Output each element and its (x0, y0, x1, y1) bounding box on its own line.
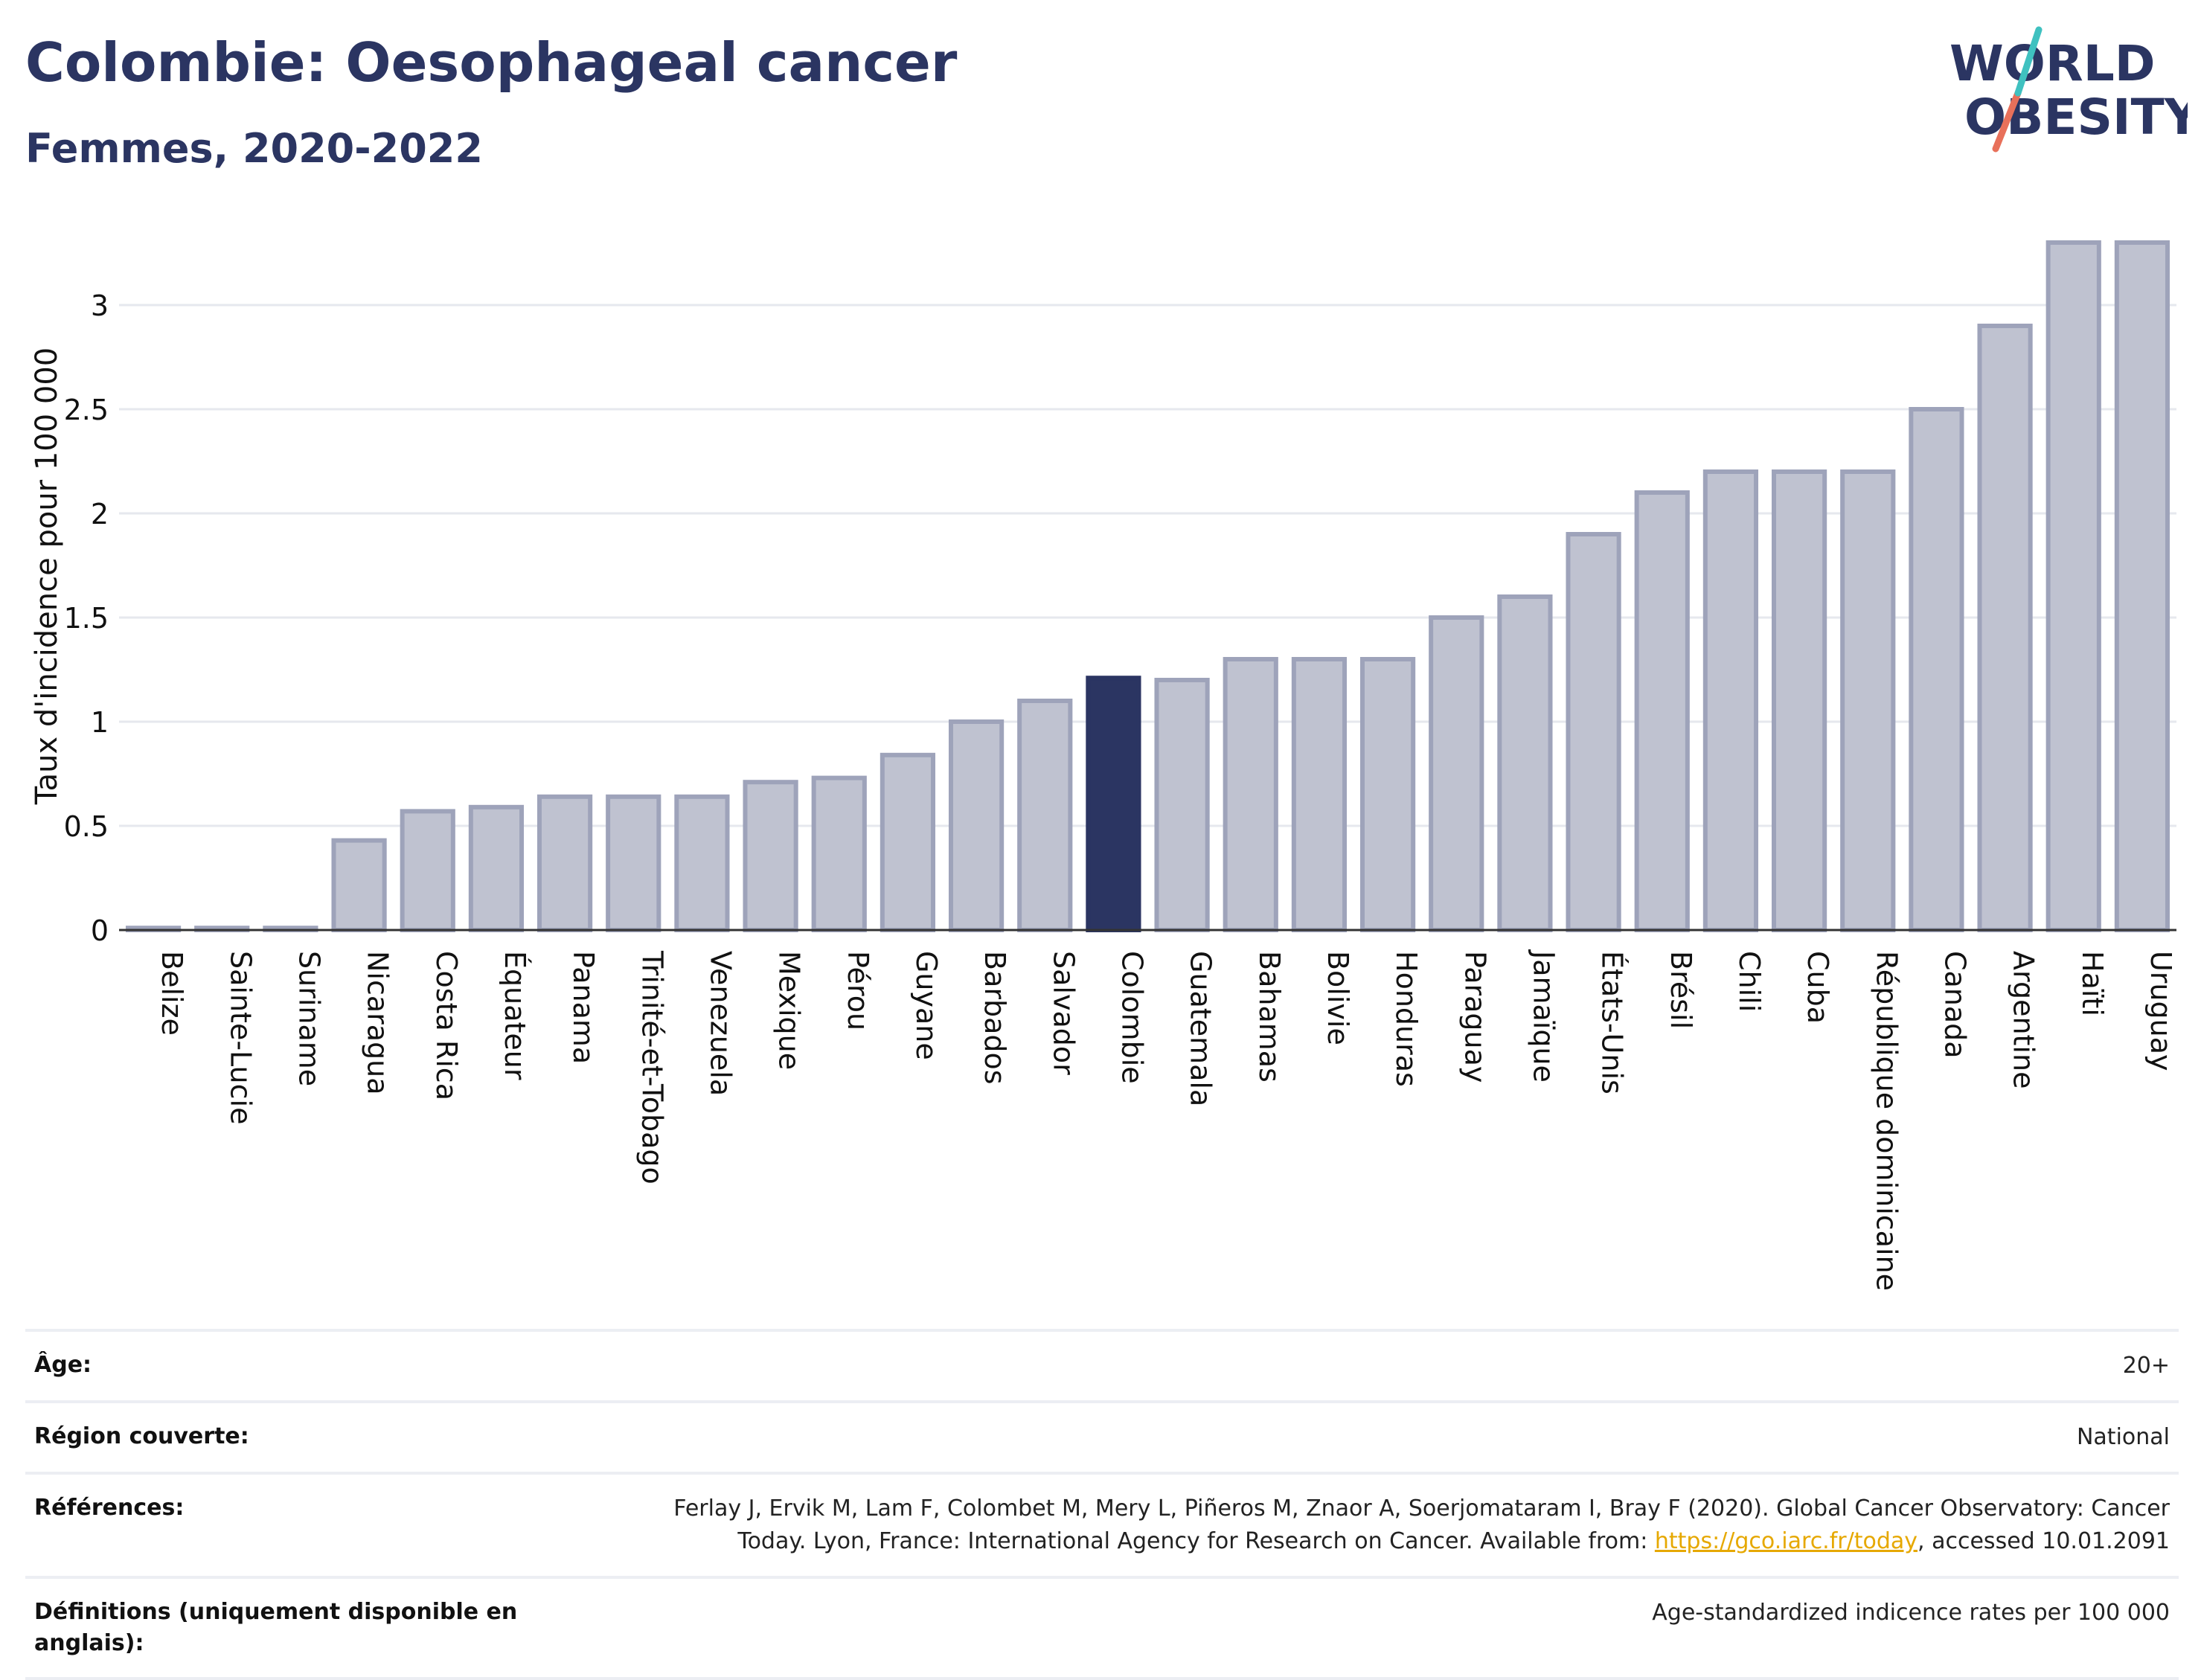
age-label: Âge: (34, 1352, 92, 1378)
info-row-references: Références: Ferlay J, Ervik M, Lam F, Co… (25, 1472, 2179, 1576)
age-value: 20+ (2122, 1353, 2170, 1379)
bar-Argentine[interactable] (1977, 324, 2033, 932)
y-tick-label: 1 (91, 706, 109, 739)
chart-title: Colombie: Oesophageal cancer (25, 31, 958, 94)
x-tick-label: Panama (567, 951, 600, 1064)
bar-Panama[interactable] (536, 794, 593, 933)
definitions-value: Age-standardized indicence rates per 100… (1652, 1600, 2170, 1626)
references-link[interactable]: https://gco.iarc.fr/today (1654, 1528, 1918, 1554)
bar-Brésil[interactable] (1634, 490, 1690, 932)
x-tick-label: Suriname (292, 951, 325, 1086)
y-tick-label: 0.5 (64, 810, 109, 843)
bar-Venezuela[interactable] (674, 794, 730, 933)
bar-Nicaragua[interactable] (331, 838, 387, 932)
bar-Mexique[interactable] (743, 780, 798, 932)
bar-Paraguay[interactable] (1429, 615, 1484, 932)
bar-Uruguay[interactable] (2114, 240, 2170, 932)
world-obesity-logo: WORLD OBESITY (1949, 26, 2188, 153)
bar-Bahamas[interactable] (1223, 657, 1278, 932)
x-tick-label: Mexique (773, 951, 806, 1070)
x-tick-label: Brésil (1665, 951, 1697, 1029)
x-tick-label: Costa Rica (430, 951, 463, 1100)
x-tick-label: Trinité-et-Tobago (635, 950, 668, 1184)
bar-Cuba[interactable] (1771, 469, 1827, 932)
bar-Salvador[interactable] (1017, 699, 1073, 932)
references-text-1: Ferlay J, Ervik M, Lam F, Colombet M, Me… (673, 1495, 2170, 1522)
y-tick-label: 3 (91, 289, 109, 322)
y-tick-labels: 0 0.5 1 1.5 2 2.5 3 (64, 289, 109, 947)
x-tick-label: États-Unis (1596, 951, 1629, 1094)
x-tick-label: Honduras (1390, 951, 1423, 1087)
y-tick-label: 0 (91, 914, 109, 947)
region-value: National (2076, 1424, 2170, 1450)
bar-Haïti[interactable] (2045, 240, 2101, 932)
x-tick-label: Colombie (1115, 951, 1148, 1084)
x-tick-labels: Belize Sainte-Lucie Suriname Nicaragua Costa… (156, 949, 2177, 1291)
bar-Colombie[interactable] (1086, 676, 1141, 932)
x-tick-label: Guatemala (1185, 951, 1217, 1106)
info-row-definitions: Définitions (uniquement disponible en an… (25, 1576, 2179, 1680)
x-tick-label: Haïti (2076, 951, 2109, 1016)
y-tick-label: 2.5 (64, 394, 109, 426)
region-label: Région couverte: (34, 1423, 249, 1449)
bar-Costa Rica[interactable] (400, 809, 455, 933)
x-tick-label: Jamaïque (1527, 949, 1560, 1083)
bar-États-Unis[interactable] (1566, 532, 1621, 932)
x-tick-label: Uruguay (2144, 951, 2177, 1071)
x-tick-label: Venezuela (704, 951, 737, 1096)
references-text-2: Today. Lyon, France: International Agenc… (737, 1528, 1655, 1554)
chart-subtitle: Femmes, 2020-2022 (25, 125, 483, 172)
x-tick-label: Cuba (1801, 951, 1834, 1024)
references-label: Références: (34, 1495, 185, 1521)
x-tick-label: Argentine (2008, 951, 2040, 1089)
bar-Chili[interactable] (1702, 469, 1759, 932)
x-tick-label: Nicaragua (362, 951, 394, 1095)
bar-Guyane[interactable] (880, 752, 936, 932)
x-tick-label: Barbados (978, 951, 1011, 1085)
x-tick-label: Guyane (910, 951, 943, 1060)
x-tick-label: République dominicaine (1870, 951, 1903, 1291)
bar-Bolivie[interactable] (1291, 657, 1348, 932)
x-tick-label: Bolivie (1321, 951, 1354, 1045)
bar-Jamaïque[interactable] (1497, 594, 1553, 932)
bar-Guatemala[interactable] (1154, 678, 1210, 932)
bar-Canada[interactable] (1909, 407, 1964, 932)
references-value: Ferlay J, Ervik M, Lam F, Colombet M, Me… (664, 1475, 2179, 1576)
x-tick-label: Paraguay (1458, 951, 1491, 1083)
logo-slash-teal (2014, 26, 2043, 97)
definitions-label: Définitions (uniquement disponible en an… (34, 1599, 518, 1656)
y-tick-label: 1.5 (64, 602, 109, 635)
x-tick-label: Chili (1733, 951, 1766, 1012)
info-row-region: Région couverte: National (25, 1400, 2179, 1472)
bar-Trinité-et-Tobago[interactable] (606, 794, 661, 933)
x-tick-label: Sainte-Lucie (224, 951, 257, 1124)
bar-chart: 0 0.5 1 1.5 2 2.5 3 Belize Sainte-Lucie Suriname… (30, 240, 2177, 1291)
x-tick-label: Équateur (499, 951, 531, 1080)
bar-Honduras[interactable] (1359, 657, 1416, 932)
x-tick-label: Bahamas (1253, 951, 1286, 1083)
bar-Pérou[interactable] (811, 775, 867, 932)
logo-slash-red (1992, 89, 2022, 153)
x-tick-label: Belize (156, 951, 188, 1036)
x-tick-label: Salvador (1047, 951, 1080, 1075)
bars (125, 240, 2170, 933)
grid-lines (119, 304, 2176, 827)
y-axis-label: Taux d'incidence pour 100 000 (30, 347, 64, 805)
logo-line1: WORLD (1949, 35, 2156, 92)
info-table: Âge: 20+ Région couverte: National Référ… (25, 1329, 2179, 1680)
info-row-age: Âge: 20+ (25, 1329, 2179, 1400)
y-tick-label: 2 (91, 498, 109, 530)
bar-République dominicaine[interactable] (1840, 469, 1896, 932)
bar-Équateur[interactable] (468, 804, 525, 933)
references-text-3: , accessed 10.01.2091 (1918, 1528, 2170, 1554)
x-tick-label: Canada (1938, 951, 1971, 1059)
x-tick-label: Pérou (842, 951, 874, 1030)
bar-Barbados[interactable] (948, 719, 1005, 932)
